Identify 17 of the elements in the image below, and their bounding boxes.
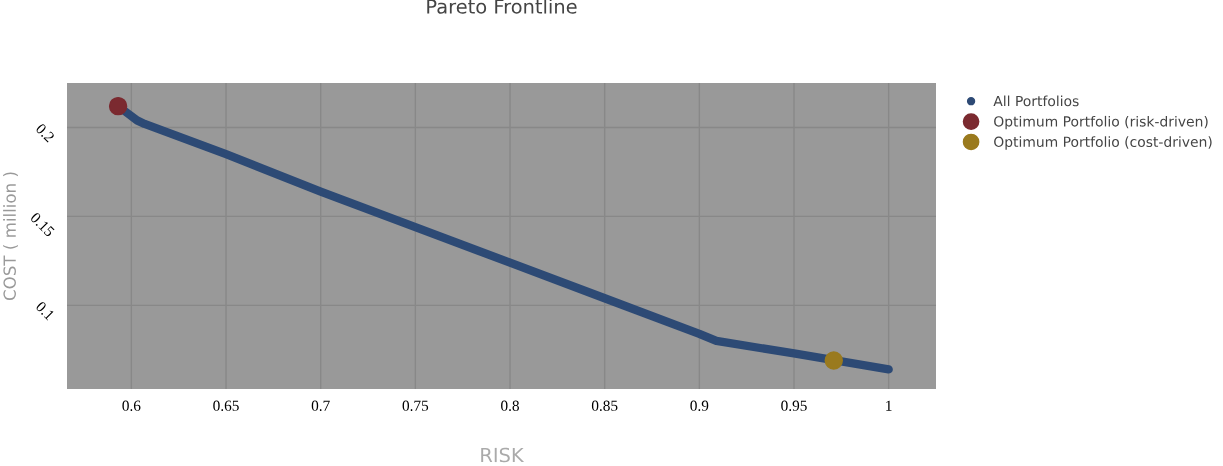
legend-label: Optimum Portfolio (risk-driven) (994, 115, 1208, 130)
x-tick-label: 0.7 (311, 400, 330, 411)
x-tick-label: 0.6 (122, 400, 141, 411)
x-tick-label: 0.9 (690, 400, 709, 411)
x-tick-label: 0.75 (402, 400, 429, 411)
legend-label: Optimum Portfolio (cost-driven) (994, 136, 1212, 150)
y-tick-label: 0.2 (35, 122, 55, 143)
y-axis-title: COST ( million ) (3, 172, 18, 301)
x-tick-label: 1 (886, 400, 892, 411)
legend-label: All Portfolios (993, 95, 1079, 107)
x-tick-label: 0.95 (781, 400, 807, 411)
x-tick-label: 0.8 (501, 400, 519, 411)
y-tick-label: 0.15 (29, 211, 56, 238)
y-tick-label: 0.1 (35, 300, 55, 321)
x-axis-title: RISK (481, 447, 525, 463)
x-tick-label: 0.85 (591, 400, 618, 411)
x-tick-label: 0.65 (213, 400, 239, 411)
